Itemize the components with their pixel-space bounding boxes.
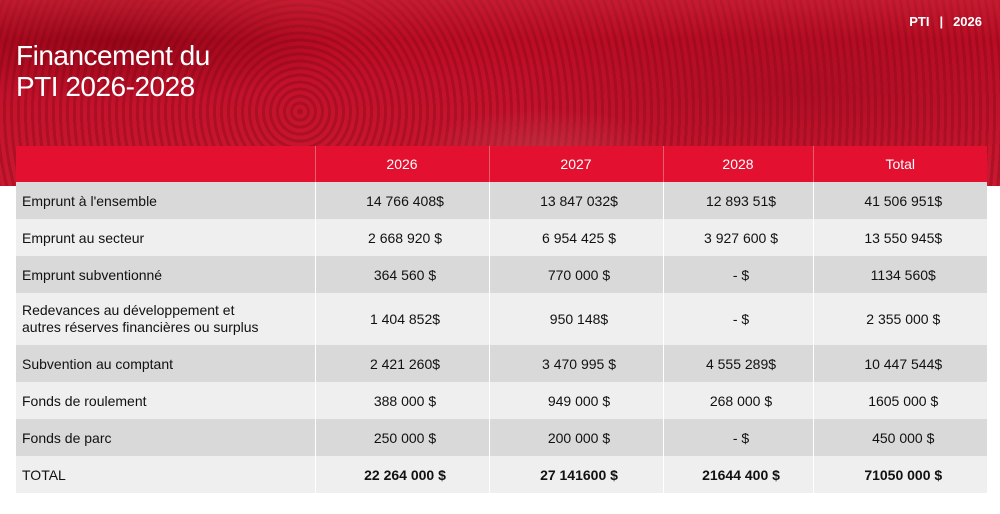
- cell-total: 13 550 945$: [812, 219, 987, 256]
- table-total-row: TOTAL 22 264 000 $ 27 141600 $ 21644 400…: [16, 456, 987, 493]
- cell-total: 2 355 000 $: [812, 293, 987, 345]
- cell-total: 450 000 $: [812, 419, 987, 456]
- cell-2026: 250 000 $: [314, 419, 489, 456]
- cell-2027: 13 847 032$: [488, 182, 663, 219]
- column-header-total: Total: [812, 146, 987, 182]
- table-row: Redevances au développement et autres ré…: [16, 293, 987, 345]
- table-header-row: 2026 2027 2028 Total: [16, 146, 987, 182]
- row-label: Emprunt à l'ensemble: [16, 182, 315, 219]
- cell-total: 1134 560$: [812, 256, 987, 293]
- cell-2026: 2 668 920 $: [314, 219, 489, 256]
- column-header-2026: 2026: [314, 146, 489, 182]
- cell-2026: 14 766 408$: [314, 182, 489, 219]
- row-label: Subvention au comptant: [16, 345, 315, 382]
- row-label: Redevances au développement et autres ré…: [16, 293, 315, 345]
- cell-2028: - $: [662, 419, 813, 456]
- cell-2027: 200 000 $: [488, 419, 663, 456]
- cell-2026: 388 000 $: [314, 382, 489, 419]
- cell-2028: - $: [662, 256, 813, 293]
- cell-2028: 268 000 $: [662, 382, 813, 419]
- cell-2028: 12 893 51$: [662, 182, 813, 219]
- page-tag: PTI | 2026: [909, 14, 982, 29]
- page-tag-label: PTI: [909, 14, 930, 29]
- cell-2026: 364 560 $: [314, 256, 489, 293]
- page-title-line2: PTI 2026-2028: [16, 71, 195, 102]
- cell-2028: 21644 400 $: [662, 456, 813, 493]
- table-row: Emprunt subventionné 364 560 $ 770 000 $…: [16, 256, 987, 293]
- cell-total: 1605 000 $: [812, 382, 987, 419]
- column-header-2027: 2027: [488, 146, 663, 182]
- table-row: Emprunt à l'ensemble 14 766 408$ 13 847 …: [16, 182, 987, 219]
- row-label-line2: autres réserves financières ou surplus: [22, 319, 259, 335]
- row-label: Emprunt au secteur: [16, 219, 315, 256]
- row-label: Emprunt subventionné: [16, 256, 315, 293]
- page-tag-year: 2026: [953, 14, 982, 29]
- cell-2027: 770 000 $: [488, 256, 663, 293]
- cell-total: 41 506 951$: [812, 182, 987, 219]
- table-row: Emprunt au secteur 2 668 920 $ 6 954 425…: [16, 219, 987, 256]
- cell-2026: 1 404 852$: [314, 293, 489, 345]
- cell-total: 71050 000 $: [812, 456, 987, 493]
- column-header-2028: 2028: [662, 146, 813, 182]
- row-label: TOTAL: [16, 456, 315, 493]
- cell-2026: 2 421 260$: [314, 345, 489, 382]
- cell-2027: 27 141600 $: [488, 456, 663, 493]
- financing-table: 2026 2027 2028 Total Emprunt à l'ensembl…: [16, 146, 987, 493]
- page-title-line1: Financement du: [16, 40, 210, 71]
- table-row: Subvention au comptant 2 421 260$ 3 470 …: [16, 345, 987, 382]
- page-tag-separator: |: [939, 14, 944, 29]
- row-label: Fonds de parc: [16, 419, 315, 456]
- row-label-line1: Redevances au développement et: [22, 302, 235, 318]
- cell-2027: 6 954 425 $: [488, 219, 663, 256]
- page-title: Financement du PTI 2026-2028: [16, 40, 210, 102]
- cell-2028: 4 555 289$: [662, 345, 813, 382]
- table-row: Fonds de roulement 388 000 $ 949 000 $ 2…: [16, 382, 987, 419]
- cell-2027: 950 148$: [488, 293, 663, 345]
- cell-2027: 3 470 995 $: [488, 345, 663, 382]
- cell-2026: 22 264 000 $: [314, 456, 489, 493]
- table-row: Fonds de parc 250 000 $ 200 000 $ - $ 45…: [16, 419, 987, 456]
- cell-2028: 3 927 600 $: [662, 219, 813, 256]
- row-label: Fonds de roulement: [16, 382, 315, 419]
- cell-2028: - $: [662, 293, 813, 345]
- column-header-label: [16, 146, 315, 182]
- cell-total: 10 447 544$: [812, 345, 987, 382]
- cell-2027: 949 000 $: [488, 382, 663, 419]
